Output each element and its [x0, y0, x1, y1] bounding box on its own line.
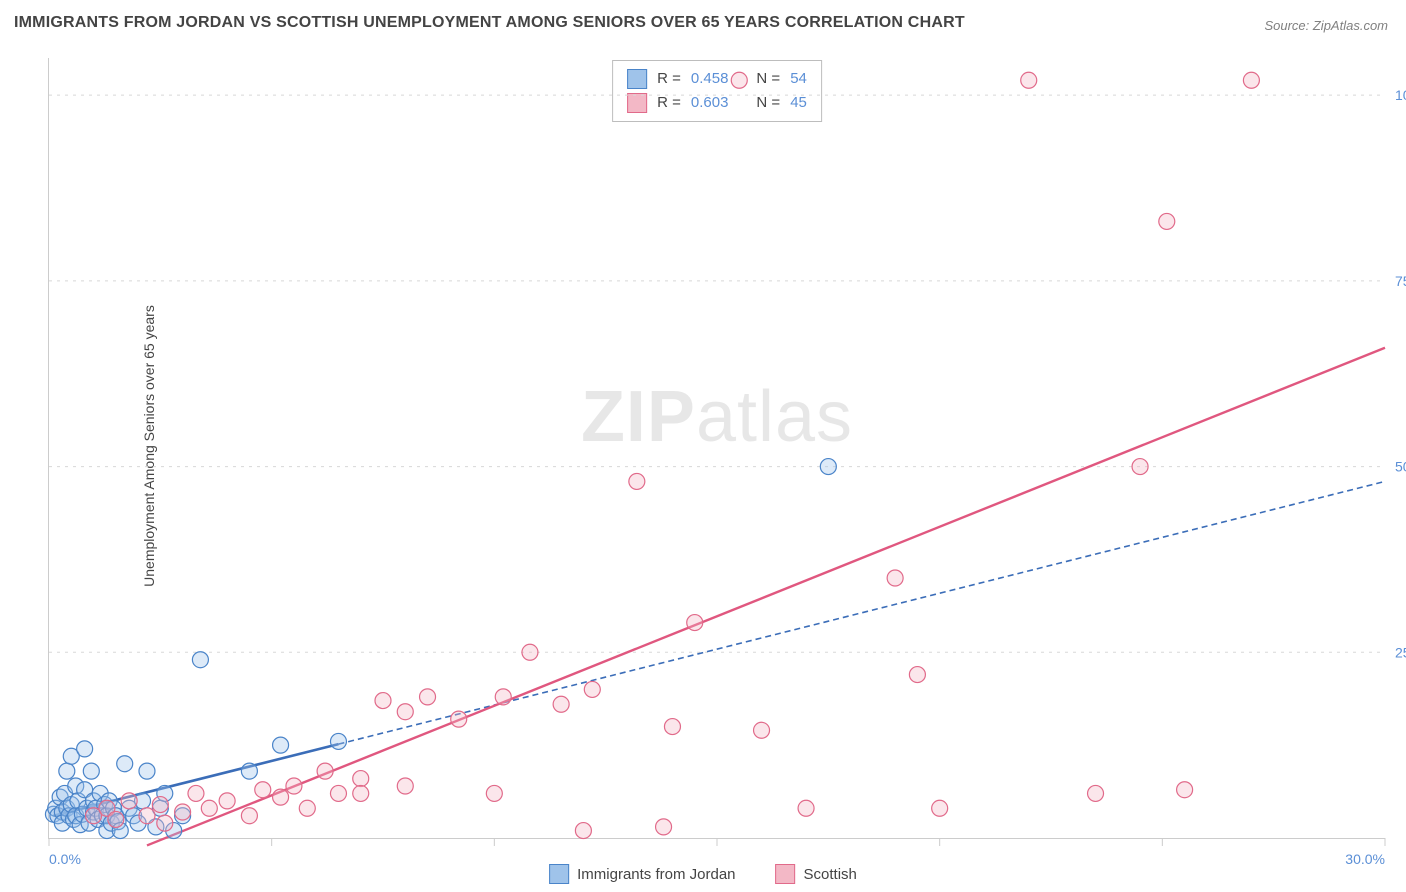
swatch-scottish-icon [776, 864, 796, 884]
data-point-jordan [241, 763, 257, 779]
data-point-scottish [754, 722, 770, 738]
chart-title: IMMIGRANTS FROM JORDAN VS SCOTTISH UNEMP… [14, 14, 965, 32]
plot-svg: 25.0%50.0%75.0%100.0%0.0%30.0% [49, 58, 1385, 838]
data-point-jordan [273, 737, 289, 753]
bottom-legend-jordan: Immigrants from Jordan [549, 864, 735, 884]
data-point-scottish [121, 793, 137, 809]
legend-label-scottish: Scottish [804, 866, 857, 883]
data-point-scottish [553, 696, 569, 712]
data-point-scottish [495, 689, 511, 705]
data-point-scottish [108, 811, 124, 827]
data-point-scottish [353, 785, 369, 801]
data-point-jordan [330, 733, 346, 749]
data-point-scottish [687, 615, 703, 631]
data-point-scottish [451, 711, 467, 727]
bottom-legend-scottish: Scottish [776, 864, 857, 884]
source-attribution: Source: ZipAtlas.com [1264, 18, 1388, 33]
data-point-jordan [83, 763, 99, 779]
data-point-scottish [1159, 213, 1175, 229]
data-point-scottish [1132, 459, 1148, 475]
plot-area: ZIPatlas R = 0.458 N = 54 R = 0.603 N = … [48, 58, 1385, 839]
data-point-scottish [317, 763, 333, 779]
data-point-scottish [299, 800, 315, 816]
data-point-scottish [330, 785, 346, 801]
data-point-scottish [273, 789, 289, 805]
x-tick-label: 0.0% [49, 851, 81, 867]
x-tick-label: 30.0% [1345, 851, 1385, 867]
data-point-scottish [909, 667, 925, 683]
data-point-scottish [139, 808, 155, 824]
data-point-scottish [397, 778, 413, 794]
swatch-jordan-icon [549, 864, 569, 884]
data-point-jordan [139, 763, 155, 779]
data-point-scottish [175, 804, 191, 820]
data-point-scottish [1021, 72, 1037, 88]
data-point-jordan [820, 459, 836, 475]
data-point-scottish [157, 815, 173, 831]
data-point-scottish [397, 704, 413, 720]
data-point-jordan [59, 763, 75, 779]
data-point-scottish [584, 681, 600, 697]
data-point-scottish [887, 570, 903, 586]
data-point-jordan [192, 652, 208, 668]
legend-label-jordan: Immigrants from Jordan [577, 866, 735, 883]
data-point-scottish [1243, 72, 1259, 88]
data-point-scottish [241, 808, 257, 824]
data-point-scottish [664, 719, 680, 735]
data-point-scottish [255, 782, 271, 798]
data-point-scottish [522, 644, 538, 660]
data-point-scottish [420, 689, 436, 705]
data-point-scottish [201, 800, 217, 816]
data-point-scottish [798, 800, 814, 816]
data-point-scottish [286, 778, 302, 794]
y-tick-label: 50.0% [1395, 459, 1406, 475]
data-point-scottish [731, 72, 747, 88]
data-point-scottish [629, 473, 645, 489]
data-point-jordan [117, 756, 133, 772]
data-point-scottish [656, 819, 672, 835]
data-point-jordan [77, 741, 93, 757]
y-tick-label: 25.0% [1395, 644, 1406, 660]
data-point-scottish [486, 785, 502, 801]
data-point-scottish [575, 823, 591, 839]
data-point-scottish [353, 771, 369, 787]
bottom-legend: Immigrants from Jordan Scottish [549, 864, 857, 884]
data-point-scottish [219, 793, 235, 809]
y-tick-label: 100.0% [1395, 87, 1406, 103]
data-point-scottish [1088, 785, 1104, 801]
data-point-scottish [375, 693, 391, 709]
data-point-scottish [1177, 782, 1193, 798]
data-point-scottish [932, 800, 948, 816]
data-point-scottish [188, 785, 204, 801]
data-point-scottish [152, 797, 168, 813]
y-tick-label: 75.0% [1395, 273, 1406, 289]
